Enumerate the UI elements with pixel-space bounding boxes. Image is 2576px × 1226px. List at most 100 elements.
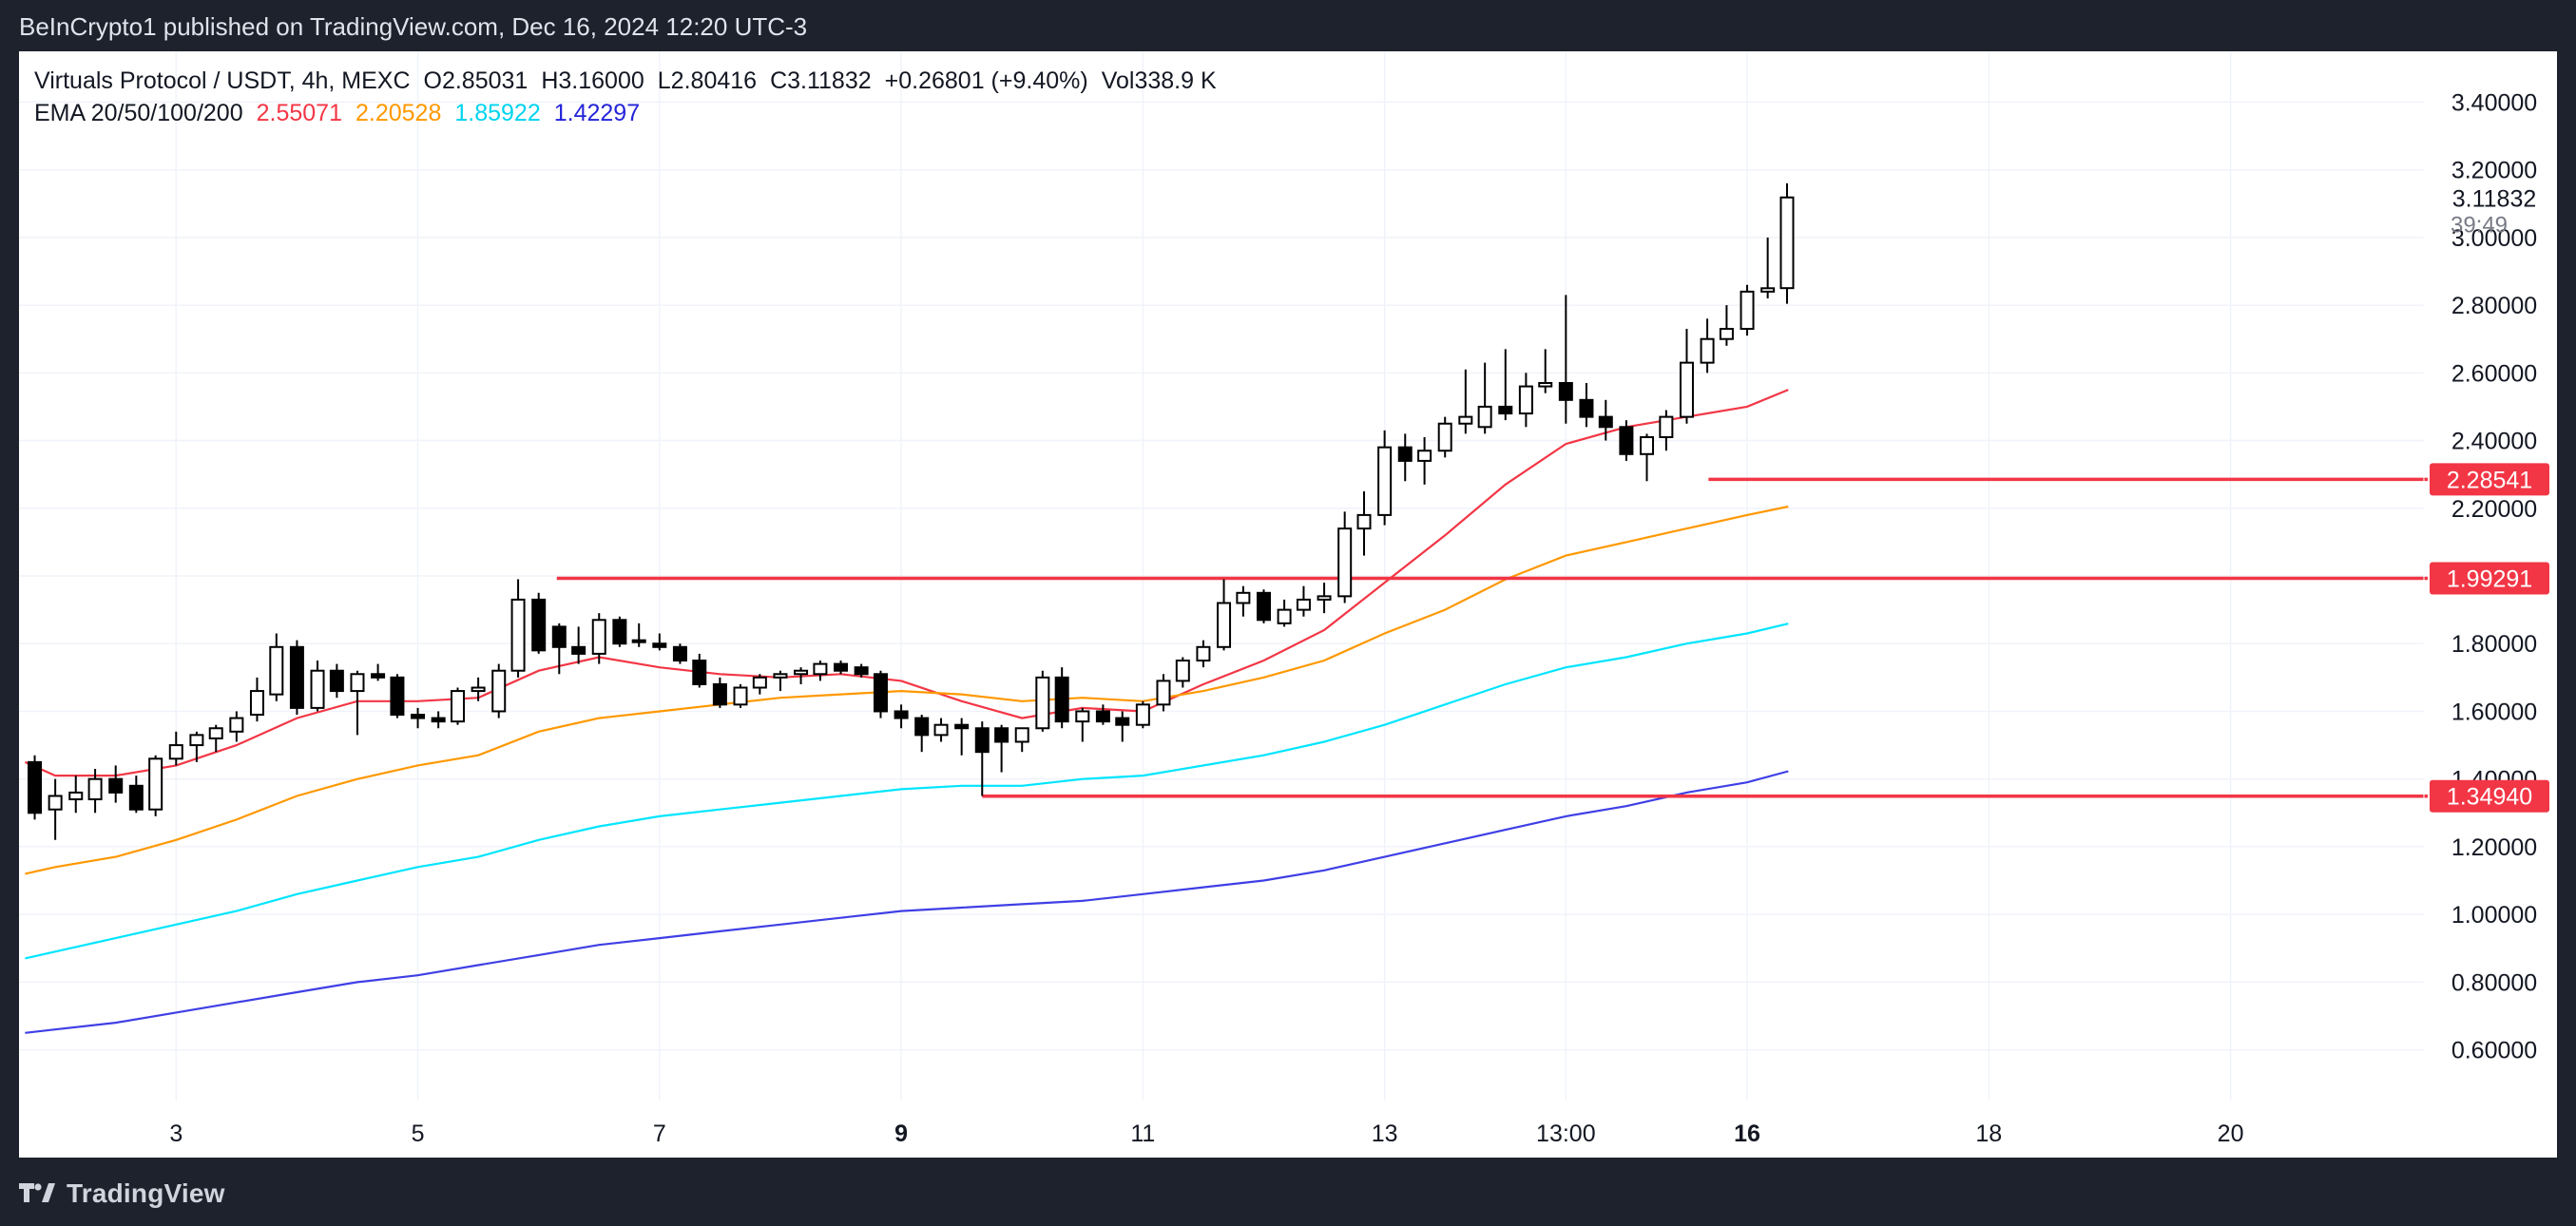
candle (491, 663, 507, 718)
tradingview-brand: TradingView (67, 1178, 225, 1208)
candle-body (471, 686, 486, 693)
time-tick-label: 13:00 (1536, 1121, 1596, 1147)
candle-body (1035, 676, 1050, 730)
candle (733, 683, 748, 708)
candle (894, 704, 909, 729)
candle (1317, 583, 1332, 614)
ema-label[interactable]: EMA 20/50/100/200 (34, 100, 243, 126)
ema50-value: 2.20528 (356, 100, 442, 126)
candles (28, 182, 1795, 840)
candle-body (612, 619, 627, 645)
price-tick-label: 2.40000 (2451, 429, 2537, 455)
candle (1175, 657, 1190, 688)
candle (1518, 373, 1533, 428)
candle (652, 633, 667, 651)
time-tick-label: 18 (1975, 1121, 2002, 1147)
ohlc-row: Virtuals Protocol / USDT, 4h, MEXC O2.85… (34, 65, 1217, 97)
chart-canvas[interactable]: 0.600000.800001.000001.200001.400001.600… (19, 51, 2557, 1158)
candle-body (1558, 382, 1573, 401)
candle (1256, 589, 1271, 623)
candle (128, 776, 144, 814)
candle-body (289, 645, 304, 709)
candle (854, 663, 869, 678)
candle (1458, 369, 1473, 434)
candle (612, 616, 627, 647)
price-tick-label: 0.80000 (2451, 969, 2537, 996)
time-axis[interactable]: 3 5 7 9 11 13 13:00 16 18 20 (169, 1121, 2243, 1147)
candle-body (873, 673, 888, 713)
candle (1397, 433, 1413, 482)
candle-body (1356, 513, 1372, 530)
candle (712, 677, 727, 708)
candle (933, 718, 949, 742)
candle-body (1135, 703, 1150, 726)
candle (350, 670, 365, 736)
top-bar: BeInCrypto1 published on TradingView.com… (0, 0, 2576, 51)
candle-body (531, 598, 547, 652)
candle-body (431, 717, 446, 723)
candle (1095, 704, 1110, 725)
candle-body (1115, 717, 1130, 726)
candle (551, 623, 567, 675)
candle (672, 643, 687, 664)
candle (471, 677, 486, 701)
candle-body (974, 727, 990, 754)
open-value: O2.85031 (423, 67, 529, 94)
candle-body (1719, 328, 1734, 340)
candle-body (249, 690, 264, 717)
candle-body (994, 727, 1009, 743)
candle (108, 765, 124, 803)
candle-body (48, 795, 63, 811)
level-price-tag: 2.28541 (2430, 463, 2549, 496)
candle-body (954, 723, 970, 730)
symbol-title[interactable]: Virtuals Protocol / USDT, 4h, MEXC (34, 67, 411, 94)
level-price-tag-text: 1.34940 (2447, 784, 2532, 811)
candle (451, 687, 466, 725)
chart-area[interactable]: 0.60000 0.80000 1.00000 1.20000 1.40000 1.600… (19, 51, 2557, 1158)
candle-body (733, 686, 748, 706)
candle-body (208, 727, 223, 739)
candle-body (652, 642, 667, 648)
candle (1679, 329, 1694, 424)
price-tick-label: 2.20000 (2451, 496, 2537, 523)
candle (873, 670, 888, 718)
candle-body (1196, 645, 1211, 662)
current-price-label: 3.11832 (2452, 186, 2537, 213)
level-price-tag-bg (2430, 562, 2549, 595)
time-tick-label: 13 (1372, 1121, 1398, 1147)
candle (974, 721, 990, 796)
candle-body (854, 666, 869, 676)
candle (1035, 670, 1050, 732)
candle-body (1397, 446, 1413, 462)
candle (208, 724, 223, 753)
candle-body (1760, 287, 1776, 293)
candle-body (1175, 660, 1190, 682)
candle (189, 731, 204, 762)
candle-body (28, 760, 43, 814)
candle-body (168, 744, 183, 760)
close-value: C3.11832 (770, 67, 872, 94)
candle (329, 663, 344, 699)
candle-body (1679, 361, 1694, 418)
candle (752, 674, 767, 695)
candle (229, 711, 244, 742)
tradingview-logo[interactable]: TradingView (19, 1178, 225, 1209)
candle-body (1700, 337, 1715, 364)
ema20-value: 2.55071 (256, 100, 342, 126)
candle-body (933, 723, 949, 737)
candle-body (269, 645, 284, 696)
candle (773, 670, 788, 692)
price-tick-label: 0.60000 (2451, 1038, 2537, 1064)
candle (431, 711, 446, 729)
candle-body (591, 619, 606, 655)
chart-legend: Virtuals Protocol / USDT, 4h, MEXC O2.85… (34, 65, 1217, 129)
candle-body (571, 645, 586, 655)
candle (289, 640, 304, 716)
candle (1217, 579, 1232, 651)
level-price-tag-bg (2430, 463, 2549, 496)
candle-body (794, 669, 809, 676)
candle-body (491, 669, 507, 713)
price-tick-label: 1.20000 (2451, 834, 2537, 861)
candle-body (1740, 290, 1755, 331)
candle (1014, 727, 1029, 753)
